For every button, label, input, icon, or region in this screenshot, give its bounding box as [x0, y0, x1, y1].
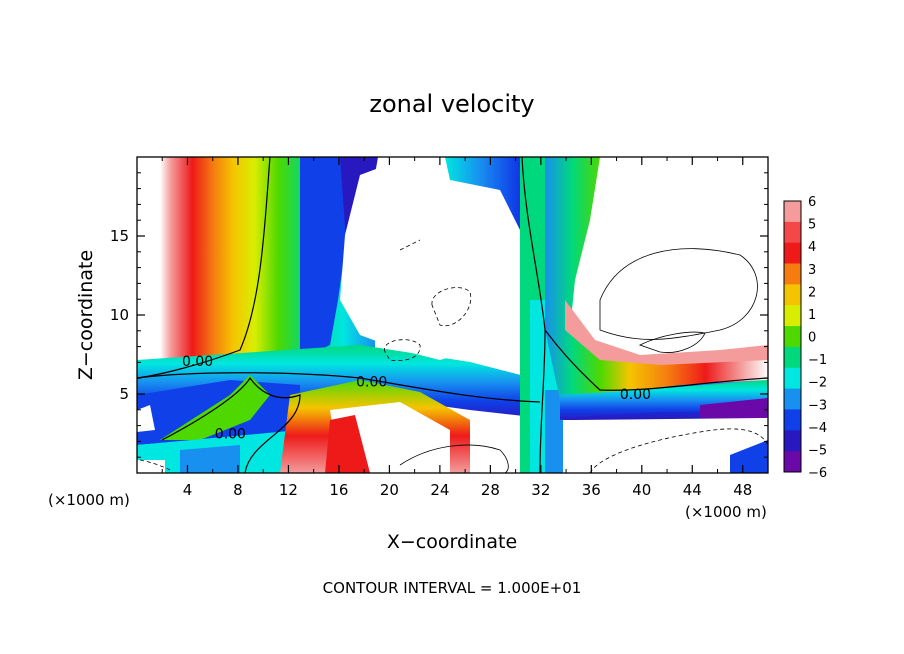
y-tick-label: 5 [119, 385, 129, 403]
colorbar-swatch [784, 201, 801, 223]
contour-label: 0.00 [356, 374, 387, 390]
x-tick-label: 20 [380, 481, 399, 499]
colorbar-swatch [784, 367, 801, 390]
x-tick-label: 4 [183, 481, 193, 499]
x-tick-label: 48 [733, 481, 752, 499]
x-tick-label: 28 [481, 481, 500, 499]
colorbar-swatch [784, 242, 801, 265]
x-tick-label: 16 [329, 481, 348, 499]
x-axis-label: X−coordinate [387, 531, 517, 553]
colorbar-label: −3 [808, 398, 827, 413]
heatmap-field [137, 157, 768, 473]
colorbar: 6 5 4 3 2 1 0 −1 −2 −3 −4 −5 −6 [783, 195, 827, 481]
colorbar-label: 2 [808, 285, 816, 300]
x-tick-label: 12 [279, 481, 298, 499]
colorbar-swatch [784, 430, 801, 452]
x-tick-label: 32 [531, 481, 550, 499]
x-tick-label: 24 [430, 481, 449, 499]
colorbar-label: 3 [808, 263, 816, 278]
y-axis-label: Z−coordinate [75, 250, 97, 380]
contour-interval-note: CONTOUR INTERVAL = 1.000E+01 [323, 579, 582, 597]
colorbar-swatch [784, 305, 801, 327]
x-tick-label: 44 [683, 481, 702, 499]
colorbar-swatch [784, 221, 801, 244]
colorbar-label: −2 [808, 376, 827, 391]
y-tick-label: 10 [110, 306, 129, 324]
x-axis-ticks: 4 8 12 16 20 24 28 32 36 40 44 48 [161, 157, 752, 499]
colorbar-label: −4 [808, 421, 827, 436]
contour-label: 0.00 [620, 387, 651, 403]
colorbar-label: −6 [808, 466, 827, 481]
x-tick-label: 8 [233, 481, 243, 499]
colorbar-swatch [784, 409, 801, 431]
colorbar-label: 4 [808, 240, 816, 255]
colorbar-swatch [784, 346, 801, 369]
colorbar-swatch [784, 263, 801, 285]
colorbar-label: −1 [808, 353, 827, 368]
colorbar-label: 6 [808, 195, 816, 210]
colorbar-label: 5 [808, 218, 816, 233]
colorbar-label: −5 [808, 443, 827, 458]
colorbar-swatch [784, 388, 801, 410]
contour-label: 0.00 [215, 427, 246, 443]
x-tick-label: 40 [632, 481, 651, 499]
chart-title: zonal velocity [369, 90, 534, 118]
x-unit-left: (×1000 m) [48, 491, 130, 509]
y-axis-ticks: 5 10 15 [110, 172, 768, 458]
y-tick-label: 15 [110, 227, 129, 245]
colorbar-swatch [784, 451, 801, 473]
colorbar-label: 0 [808, 331, 816, 346]
colorbar-swatch [784, 284, 801, 306]
contour-labels: 0.00 0.00 0.00 0.00 [182, 354, 651, 443]
x-tick-label: 36 [582, 481, 601, 499]
colorbar-swatch [784, 326, 801, 348]
colorbar-frame [783, 200, 802, 473]
x-unit-right: (×1000 m) [685, 503, 767, 521]
colorbar-label: 1 [808, 308, 816, 323]
contour-label: 0.00 [182, 354, 213, 370]
